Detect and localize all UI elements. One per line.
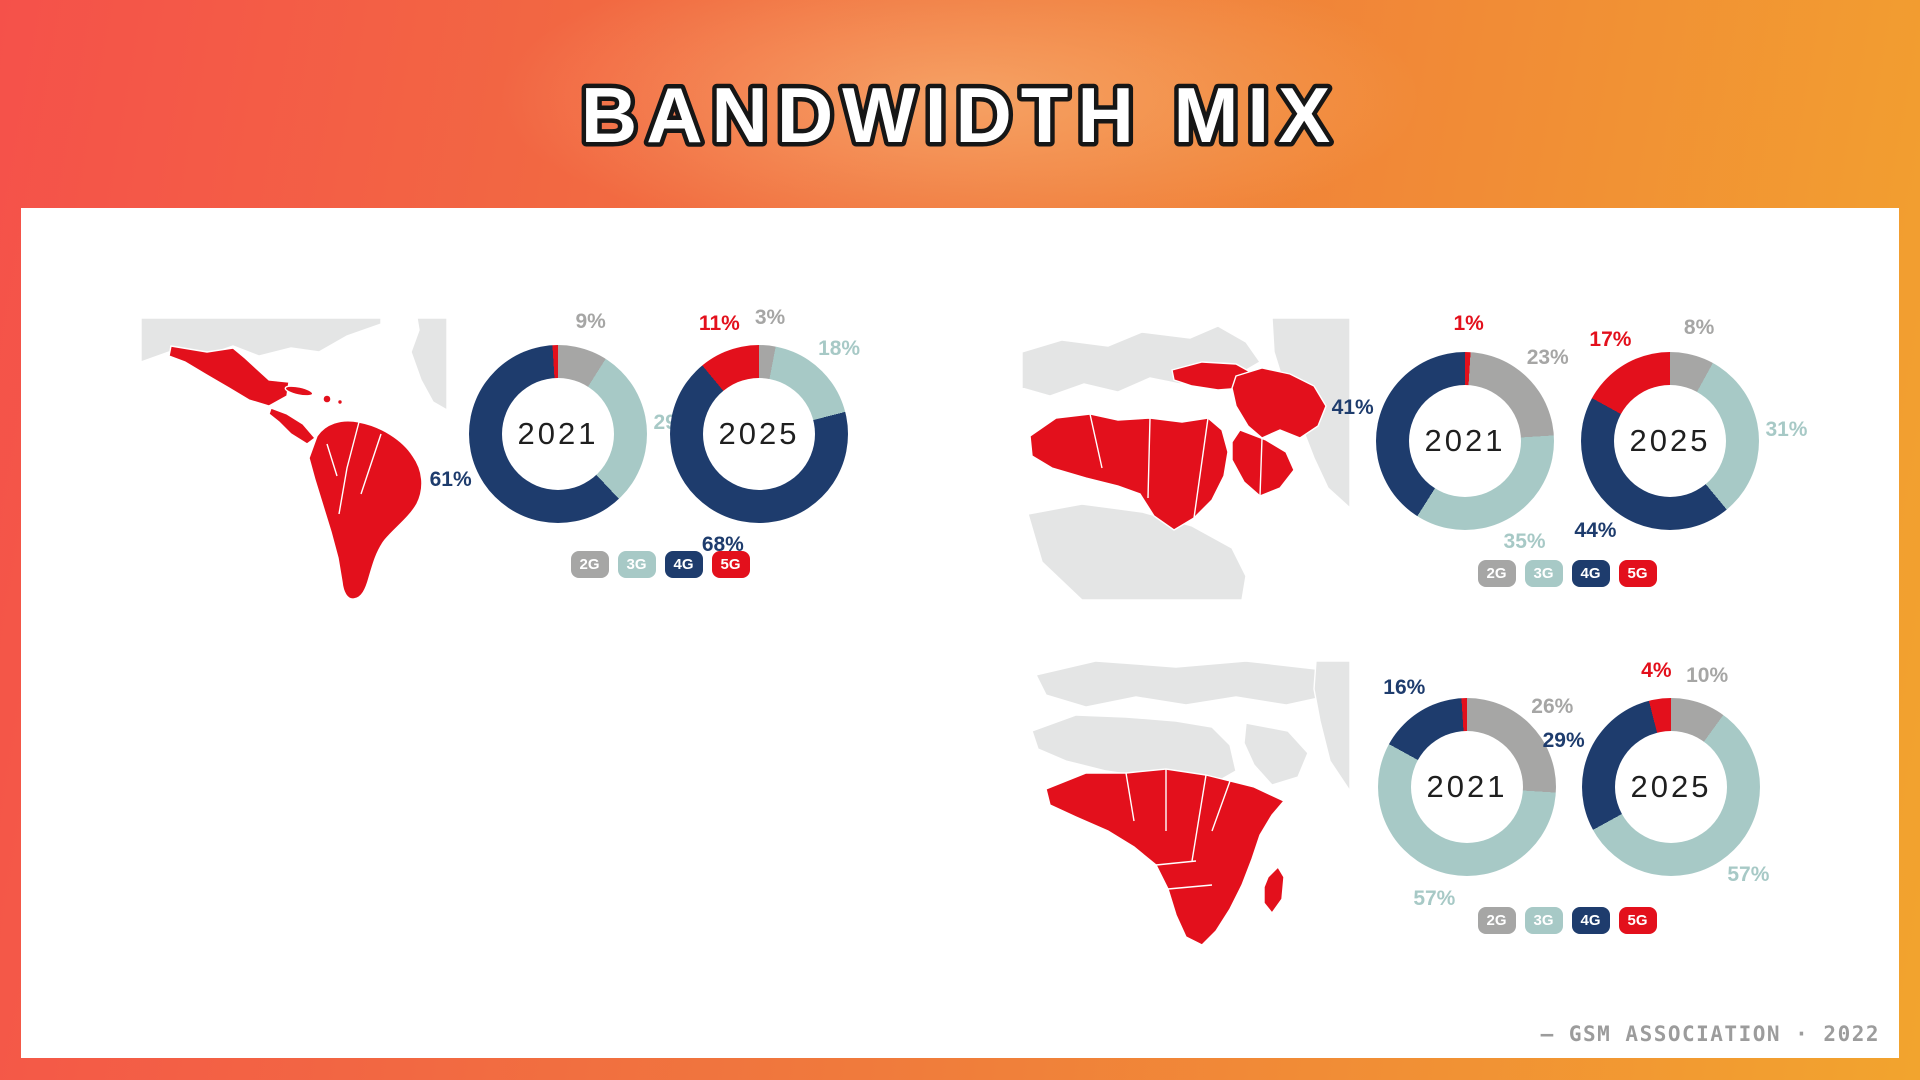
legend-pill-3g: 3G xyxy=(1524,560,1563,587)
legend-pill-4g: 4G xyxy=(664,551,703,578)
donut-hole: 2021 xyxy=(1409,385,1521,497)
donut-latin-america-2021: 2021 xyxy=(469,345,647,523)
slice-label-4g: 61% xyxy=(429,468,472,492)
legend-latin-america: 2G 3G 4G 5G xyxy=(560,551,760,579)
map-base-landmass xyxy=(1031,661,1350,793)
donut-hole: 2021 xyxy=(1411,731,1523,843)
map-highlight-region xyxy=(1029,361,1327,531)
donut-year-label: 2025 xyxy=(1629,423,1711,458)
slice-label-3g: 57% xyxy=(1727,862,1770,886)
slice-label-3g: 18% xyxy=(818,336,861,360)
donut-sub-saharan-africa-2025: 2025 xyxy=(1582,698,1760,876)
legend-pill-2g: 2G xyxy=(570,551,609,578)
chart-mena-2021: 2021 1% 23% 35% 41% xyxy=(1332,312,1569,553)
mena-map xyxy=(1022,318,1350,600)
slice-label-4g: 29% xyxy=(1542,728,1585,752)
donut-sub-saharan-africa-2021: 2021 xyxy=(1378,698,1556,876)
donut-year-label: 2021 xyxy=(1426,769,1508,804)
legend-sub-saharan-africa: 2G 3G 4G 5G xyxy=(1467,907,1667,935)
chart-latin-america-2025: 2025 3% 18% 68% 11% xyxy=(670,306,860,556)
donut-year-label: 2025 xyxy=(1630,769,1712,804)
slice-label-4g: 44% xyxy=(1574,519,1617,543)
page-title-wrap: BANDWIDTH MIX xyxy=(576,67,1339,164)
legend-pill-3g: 3G xyxy=(1524,907,1563,934)
legend-pill-2g: 2G xyxy=(1477,560,1516,587)
donut-mena-2025: 2025 xyxy=(1581,352,1759,530)
slice-label-3g: 31% xyxy=(1765,417,1808,441)
slice-label-5g: 17% xyxy=(1589,328,1632,352)
latin-america-map xyxy=(141,318,447,600)
map-highlight-region xyxy=(1045,768,1286,946)
slice-label-4g: 16% xyxy=(1383,676,1426,700)
legend-pill-3g: 3G xyxy=(617,551,656,578)
legend-pill-2g: 2G xyxy=(1477,907,1516,934)
slice-label-4g: 41% xyxy=(1331,396,1374,420)
chart-sub-saharan-africa-2025: 2025 10% 57% 29% 4% xyxy=(1543,659,1770,886)
sub-saharan-africa-map xyxy=(1016,661,1350,950)
legend-pill-5g: 5G xyxy=(1618,907,1657,934)
donut-latin-america-2025: 2025 xyxy=(670,345,848,523)
slice-label-4g: 68% xyxy=(701,533,744,557)
slice-label-5g: 11% xyxy=(698,311,740,335)
donut-hole: 2021 xyxy=(502,378,614,490)
chart-sub-saharan-africa-2021: 2021 26% 57% 16% xyxy=(1378,676,1573,910)
legend-pill-4g: 4G xyxy=(1571,907,1610,934)
map-base-landmass xyxy=(141,318,447,411)
slice-label-3g: 57% xyxy=(1413,887,1456,911)
map-highlight-region xyxy=(168,345,423,600)
legend-pill-4g: 4G xyxy=(1571,560,1610,587)
slice-label-2g: 8% xyxy=(1683,315,1715,339)
page-title: BANDWIDTH MIX xyxy=(581,71,1339,159)
slice-label-2g: 23% xyxy=(1526,346,1569,370)
donut-mena-2021: 2021 xyxy=(1376,352,1554,530)
slice-label-5g: 4% xyxy=(1641,658,1672,682)
slice-label-2g: 9% xyxy=(575,309,606,333)
chart-mena-2025: 2025 8% 31% 44% 17% xyxy=(1574,316,1807,542)
donut-hole: 2025 xyxy=(703,378,815,490)
donut-hole: 2025 xyxy=(1615,731,1727,843)
donut-year-label: 2021 xyxy=(517,416,599,451)
slice-label-3g: 35% xyxy=(1503,529,1546,553)
slice-label-2g: 10% xyxy=(1686,663,1729,687)
credit-text: – GSM ASSOCIATION · 2022 xyxy=(1540,1022,1880,1046)
donut-year-label: 2025 xyxy=(718,416,800,451)
slice-label-5g: 1% xyxy=(1453,312,1484,336)
donut-year-label: 2021 xyxy=(1424,423,1506,458)
donut-hole: 2025 xyxy=(1614,385,1726,497)
slice-label-2g: 3% xyxy=(754,305,786,329)
legend-mena: 2G 3G 4G 5G xyxy=(1467,560,1667,588)
legend-pill-5g: 5G xyxy=(711,551,750,578)
slice-label-2g: 26% xyxy=(1531,694,1574,718)
legend-pill-5g: 5G xyxy=(1618,560,1657,587)
